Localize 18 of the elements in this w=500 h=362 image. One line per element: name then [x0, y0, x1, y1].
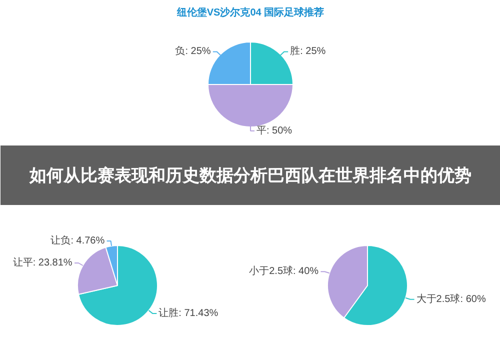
slice-label: 负 [175, 45, 186, 58]
data-label: : 40% [293, 266, 319, 278]
data-label: : 25% [185, 46, 211, 58]
data-label: : 25% [300, 46, 326, 58]
data-label: : 50% [266, 125, 292, 136]
data-label: : 23.81% [32, 257, 72, 268]
data-label: : 4.76% [70, 236, 105, 246]
slice-label: 让胜 [158, 307, 179, 320]
slice-label: 大于2.5球 [416, 292, 460, 305]
slice-label: 让平 [12, 256, 33, 268]
text: 如何从比赛表现和历史数据分析巴西队在世界排名中的优势 [28, 166, 472, 185]
slice-label: 胜 [290, 45, 300, 58]
chart-title: 纽伦堡VS沙尔克04 国际足球推荐 [176, 6, 324, 18]
slice-label: 让负 [50, 234, 71, 246]
slice-label: 平 [256, 125, 266, 136]
data-label: : 71.43% [178, 308, 218, 320]
slice-label: 小于2.5球 [249, 265, 294, 278]
data-label: : 60% [460, 294, 486, 305]
